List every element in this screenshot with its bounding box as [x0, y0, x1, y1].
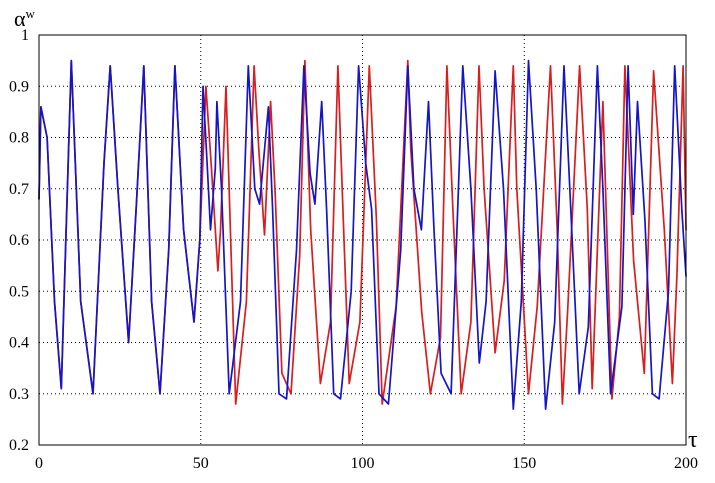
- y-tick-label: 0.7: [9, 181, 29, 198]
- plot-frame: [38, 34, 687, 446]
- series-line-2: [38, 59, 687, 410]
- y-tick-label: 0.4: [9, 335, 29, 352]
- x-tick-label: 50: [193, 455, 209, 472]
- y-tick-label: 0.5: [9, 283, 29, 300]
- x-tick-label: 150: [512, 455, 536, 472]
- x-axis-label: τ: [688, 427, 698, 453]
- x-tick-label: 0: [35, 455, 43, 472]
- y-axis-superscript: w: [26, 6, 36, 21]
- y-tick-label: 0.8: [9, 130, 29, 147]
- y-tick-label: 1: [21, 27, 29, 44]
- x-tick-label: 100: [351, 455, 375, 472]
- y-tick-label: 0.9: [9, 78, 29, 95]
- tick-labels: 0.2 0.3 0.4 0.5 0.6 0.7 0.8 0.9 1 0 50 100 150 200: [9, 27, 698, 472]
- x-tick-label: 200: [674, 455, 698, 472]
- series-layer: [38, 59, 687, 410]
- y-tick-label: 0.6: [9, 232, 29, 249]
- y-tick-label: 0.2: [9, 437, 29, 454]
- y-axis-label: αw: [14, 6, 36, 31]
- y-axis-symbol: α: [14, 6, 26, 31]
- y-tick-label: 0.3: [9, 386, 29, 403]
